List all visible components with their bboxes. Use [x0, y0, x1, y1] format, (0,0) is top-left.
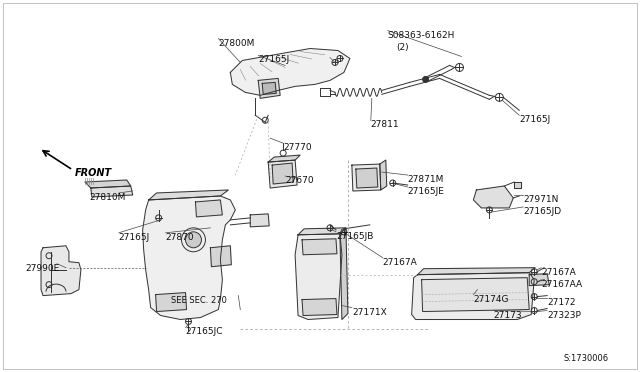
Polygon shape — [356, 168, 378, 188]
Text: 27770: 27770 — [283, 143, 312, 152]
Polygon shape — [195, 200, 222, 217]
Text: 27165JD: 27165JD — [524, 207, 561, 216]
Text: 27165J: 27165J — [519, 115, 550, 124]
Text: 27165JC: 27165JC — [186, 327, 223, 336]
Polygon shape — [418, 268, 535, 275]
Polygon shape — [262, 82, 276, 94]
Text: 27165J: 27165J — [119, 233, 150, 242]
Polygon shape — [148, 190, 228, 200]
Circle shape — [422, 76, 429, 82]
Polygon shape — [422, 278, 529, 311]
Circle shape — [186, 232, 202, 248]
Text: 27810M: 27810M — [89, 193, 125, 202]
Text: SEE SEC. 270: SEE SEC. 270 — [171, 296, 227, 305]
Text: FRONT: FRONT — [75, 168, 112, 178]
Polygon shape — [143, 196, 236, 320]
Polygon shape — [91, 186, 132, 197]
Text: 27167AA: 27167AA — [541, 280, 582, 289]
Polygon shape — [295, 234, 342, 320]
Polygon shape — [272, 163, 293, 184]
Text: 27172: 27172 — [547, 298, 575, 307]
Polygon shape — [41, 246, 81, 296]
Text: 27670: 27670 — [285, 176, 314, 185]
Text: 27174G: 27174G — [474, 295, 509, 304]
Polygon shape — [268, 160, 297, 188]
Polygon shape — [352, 164, 381, 191]
Polygon shape — [302, 299, 337, 315]
Polygon shape — [230, 48, 350, 95]
Text: 27323P: 27323P — [547, 311, 581, 320]
Polygon shape — [302, 239, 337, 255]
Polygon shape — [156, 293, 186, 311]
Text: 27171X: 27171X — [352, 308, 387, 317]
Polygon shape — [529, 274, 549, 286]
Text: 27167A: 27167A — [541, 268, 576, 277]
Text: 27971N: 27971N — [524, 195, 559, 204]
Polygon shape — [298, 228, 346, 235]
Text: S:1730006: S:1730006 — [564, 355, 609, 363]
Text: 27800M: 27800M — [218, 39, 255, 48]
Text: 27165JE: 27165JE — [408, 187, 445, 196]
Polygon shape — [250, 214, 269, 227]
Polygon shape — [85, 180, 131, 188]
Polygon shape — [412, 273, 534, 320]
Text: (2): (2) — [397, 42, 410, 52]
Text: 27173: 27173 — [493, 311, 522, 320]
Polygon shape — [340, 228, 348, 320]
Text: 27870: 27870 — [166, 233, 194, 242]
Polygon shape — [258, 78, 280, 98]
Text: 27871M: 27871M — [408, 175, 444, 184]
Polygon shape — [268, 155, 300, 162]
Polygon shape — [211, 246, 231, 267]
Polygon shape — [515, 182, 521, 188]
Text: 27990E: 27990E — [25, 264, 60, 273]
Polygon shape — [380, 160, 387, 190]
Text: S08363-6162H: S08363-6162H — [388, 31, 455, 39]
Text: 27167A: 27167A — [383, 258, 417, 267]
Text: 27165J: 27165J — [258, 55, 289, 64]
Text: 27165JB: 27165JB — [336, 232, 373, 241]
Text: 27811: 27811 — [371, 120, 399, 129]
Polygon shape — [474, 186, 513, 208]
